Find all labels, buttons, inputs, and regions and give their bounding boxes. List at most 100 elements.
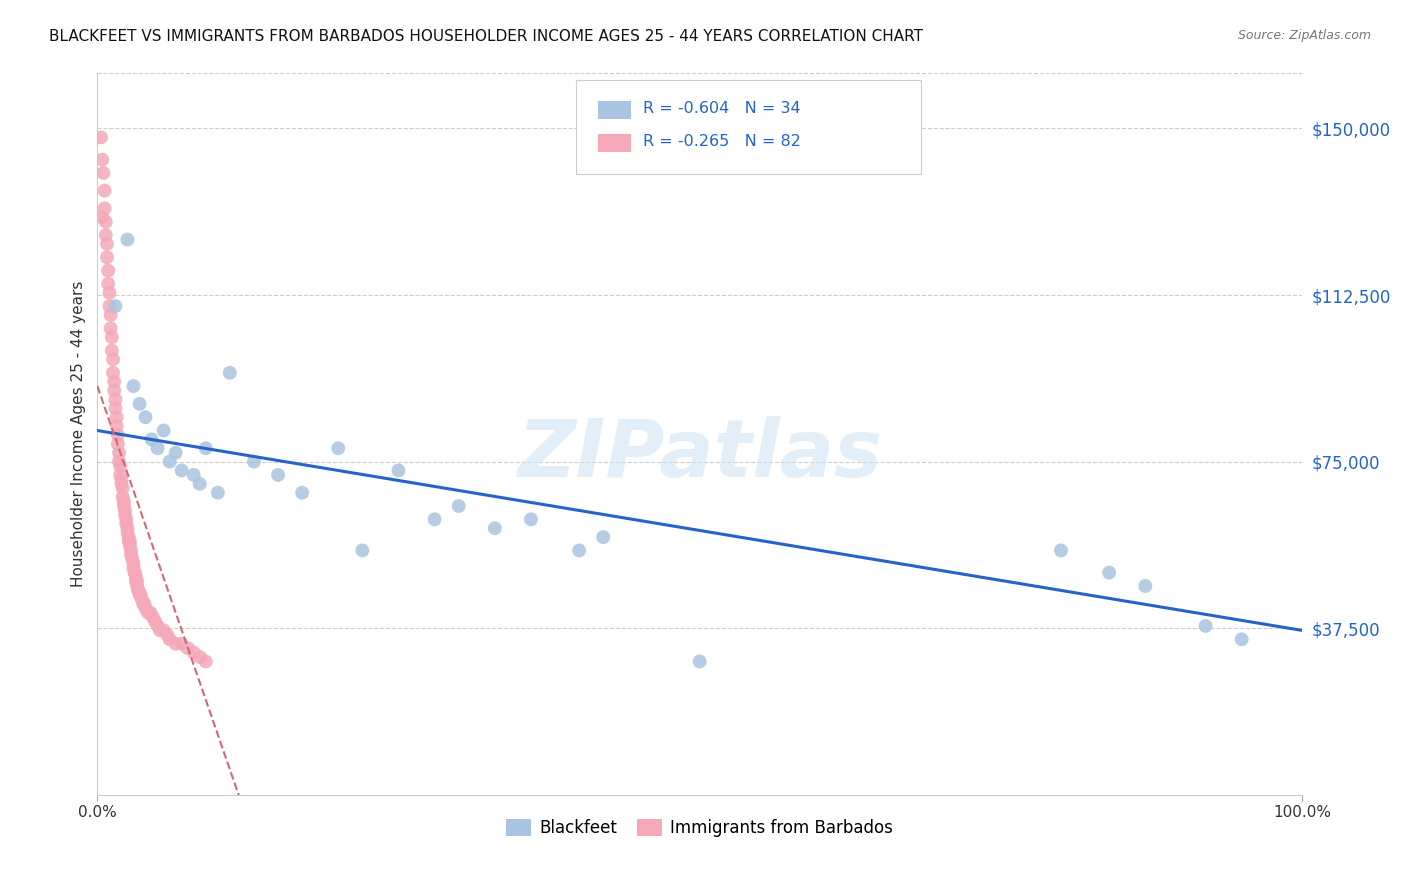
Point <box>117 233 139 247</box>
Point <box>101 330 124 344</box>
Point <box>132 597 155 611</box>
Point <box>159 632 181 647</box>
Point <box>110 476 132 491</box>
Point <box>117 525 139 540</box>
Point <box>1230 632 1253 647</box>
Point <box>328 442 350 456</box>
Point <box>128 397 150 411</box>
Point <box>146 442 169 456</box>
Point <box>156 628 179 642</box>
Point <box>121 552 143 566</box>
Point <box>93 166 115 180</box>
Point <box>111 490 134 504</box>
Point <box>107 437 129 451</box>
Point <box>111 481 134 495</box>
Point <box>114 508 136 522</box>
Point <box>135 410 157 425</box>
Point <box>188 650 211 665</box>
Point <box>114 503 136 517</box>
Point <box>118 534 141 549</box>
Point <box>267 467 290 482</box>
Point <box>194 442 217 456</box>
Point <box>100 308 122 322</box>
Text: BLACKFEET VS IMMIGRANTS FROM BARBADOS HOUSEHOLDER INCOME AGES 25 - 44 YEARS CORR: BLACKFEET VS IMMIGRANTS FROM BARBADOS HO… <box>49 29 924 44</box>
Point <box>120 548 142 562</box>
Point <box>122 379 145 393</box>
Point <box>96 237 118 252</box>
Point <box>142 610 165 624</box>
Point <box>110 467 132 482</box>
Y-axis label: Householder Income Ages 25 - 44 years: Householder Income Ages 25 - 44 years <box>72 281 86 587</box>
Text: ZIPatlas: ZIPatlas <box>517 417 882 494</box>
Point <box>127 583 149 598</box>
Point <box>101 366 124 380</box>
Point <box>188 476 211 491</box>
Point <box>152 624 174 638</box>
Point <box>159 454 181 468</box>
Point <box>352 543 374 558</box>
Point <box>118 539 141 553</box>
Point <box>689 655 711 669</box>
Point <box>423 512 446 526</box>
Point <box>122 561 145 575</box>
Point <box>108 454 131 468</box>
Point <box>134 597 156 611</box>
Point <box>176 641 198 656</box>
Point <box>165 637 187 651</box>
Text: Source: ZipAtlas.com: Source: ZipAtlas.com <box>1237 29 1371 42</box>
Point <box>98 285 121 300</box>
Point <box>118 530 141 544</box>
Point <box>104 392 127 407</box>
Point <box>129 588 152 602</box>
Point <box>105 419 128 434</box>
Point <box>127 579 149 593</box>
Point <box>94 215 117 229</box>
Point <box>103 375 125 389</box>
Point <box>104 299 127 313</box>
Point <box>122 557 145 571</box>
Point <box>128 588 150 602</box>
Point <box>1194 619 1216 633</box>
Point <box>98 299 121 313</box>
Point <box>105 410 128 425</box>
Point <box>447 499 470 513</box>
Point <box>194 655 217 669</box>
Point <box>91 153 114 167</box>
Point <box>103 384 125 398</box>
Point <box>115 512 138 526</box>
Point <box>127 574 149 589</box>
Point <box>97 263 120 277</box>
Point <box>149 624 172 638</box>
Point <box>97 277 120 291</box>
Point <box>520 512 543 526</box>
Point <box>127 583 149 598</box>
Point <box>141 433 163 447</box>
Point <box>131 592 153 607</box>
Point <box>124 566 146 580</box>
Point <box>94 228 117 243</box>
Point <box>100 321 122 335</box>
Point <box>170 463 193 477</box>
Point <box>107 428 129 442</box>
Point <box>1098 566 1121 580</box>
Point <box>1050 543 1073 558</box>
Point <box>112 494 135 508</box>
Point <box>93 202 115 216</box>
Point <box>207 485 229 500</box>
Point <box>146 619 169 633</box>
Point <box>124 566 146 580</box>
Point <box>135 601 157 615</box>
Point <box>183 467 205 482</box>
Point <box>125 570 148 584</box>
Point <box>183 646 205 660</box>
Text: R = -0.604   N = 34: R = -0.604 N = 34 <box>643 102 800 116</box>
Point <box>592 530 614 544</box>
Point <box>170 637 193 651</box>
Point <box>243 454 266 468</box>
Legend: Blackfeet, Immigrants from Barbados: Blackfeet, Immigrants from Barbados <box>499 813 900 844</box>
Point <box>387 463 409 477</box>
Point <box>115 516 138 531</box>
Point <box>120 543 142 558</box>
Point <box>484 521 506 535</box>
Point <box>118 534 141 549</box>
